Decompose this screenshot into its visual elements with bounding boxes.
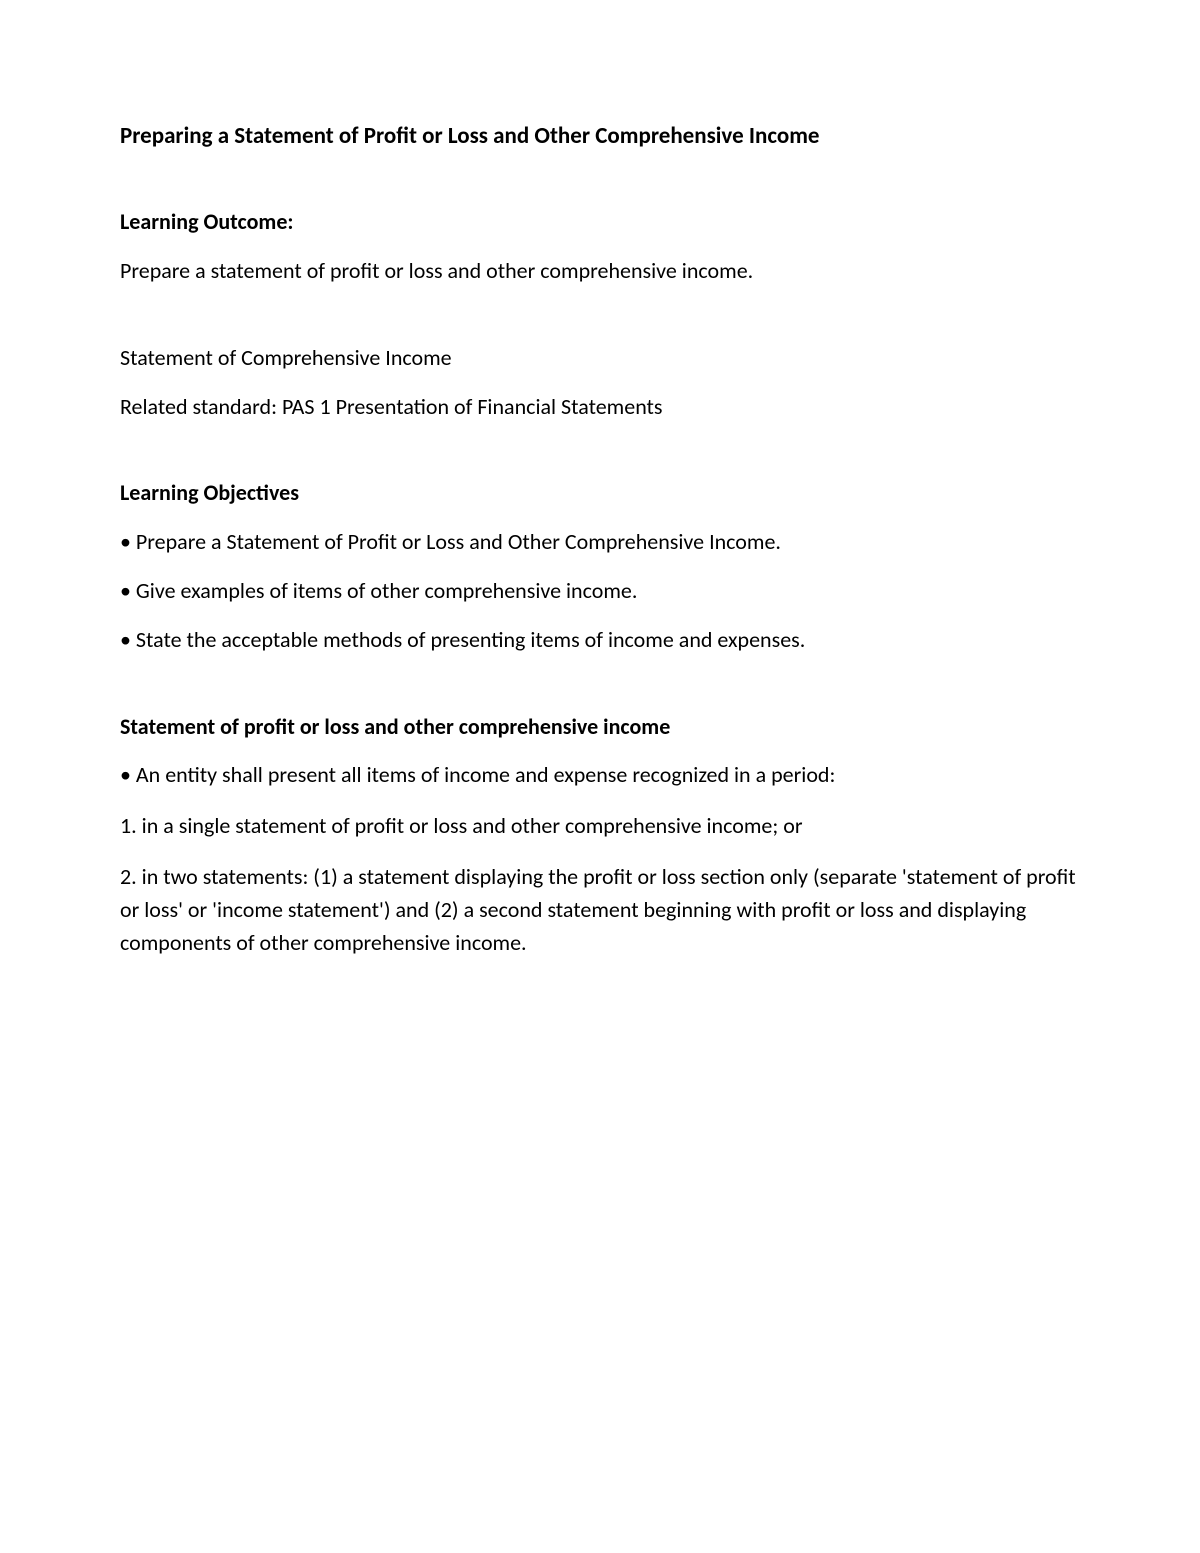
learning-outcome-text: Prepare a statement of profit or loss an… [120,256,1080,287]
document-title: Preparing a Statement of Profit or Loss … [120,120,1080,152]
spacer [120,674,1080,712]
objective-bullet: • State the acceptable methods of presen… [120,625,1080,656]
objective-bullet: • Give examples of items of other compre… [120,576,1080,607]
learning-objectives-heading: Learning Objectives [120,478,1080,509]
spacer [120,305,1080,343]
objective-bullet: • Prepare a Statement of Profit or Loss … [120,527,1080,558]
topic-line-2: Related standard: PAS 1 Presentation of … [120,392,1080,423]
statement-section-heading: Statement of profit or loss and other co… [120,712,1080,743]
document-body: Preparing a Statement of Profit or Loss … [120,120,1080,959]
topic-line-1: Statement of Comprehensive Income [120,343,1080,374]
statement-numbered-item: 2. in two statements: (1) a statement di… [120,860,1080,959]
learning-outcome-heading: Learning Outcome: [120,207,1080,238]
statement-intro-bullet: • An entity shall present all items of i… [120,760,1080,791]
spacer [120,440,1080,478]
statement-numbered-item: 1. in a single statement of profit or lo… [120,809,1080,842]
